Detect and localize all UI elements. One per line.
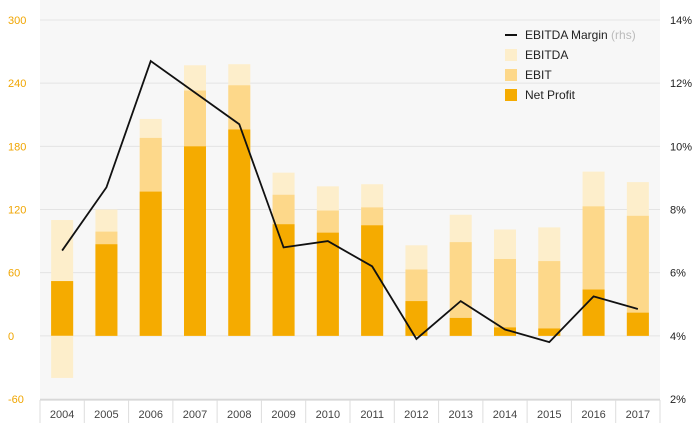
bar-net-profit [51,281,74,336]
x-axis: 2004 2005 2006 2007 2008 2009 2010 2011 2012 2013… [39,400,661,423]
legend-swatch [505,49,517,61]
legend-label: EBITDA Margin (rhs) [525,28,636,42]
left-axis: 300 240 180 120 60 0 -60 [8,15,26,406]
legend-label: EBITDA [525,48,568,62]
bar-ebit [494,258,516,336]
x-tick-label: 2004 [50,409,74,421]
x-tick-label: 2006 [138,409,162,421]
right-tick-label: 10% [670,141,692,153]
legend-label-text: EBIT [525,68,552,82]
margin-line-group [61,59,639,344]
x-tick-label: 2016 [581,409,605,421]
left-tick-label: 300 [8,15,26,27]
bars-group [51,64,649,378]
bar-ebit [538,261,561,336]
legend-swatch [505,69,517,81]
x-tick-label: 2005 [94,409,118,421]
right-tick-label: 2% [670,394,686,406]
legend: EBITDA Margin (rhs) EBITDA EBIT Net Profit [505,28,636,102]
legend-label: EBIT [525,68,552,82]
legend-label-suffix: (rhs) [608,28,636,42]
right-axis: 14% 12% 10% 8% 6% 4% 2% [670,15,692,406]
left-tick-label: 240 [8,78,26,90]
bar-net-profit [95,244,118,336]
x-tick-label: 2013 [448,409,472,421]
left-tick-label: -60 [8,394,24,406]
right-tick-label: 8% [670,205,686,217]
bar-ebit [449,242,472,336]
right-tick-label: 4% [670,331,686,343]
legend-label-text: Net Profit [525,88,576,102]
x-tick-label: 2009 [271,409,295,421]
left-tick-label: 180 [8,141,26,153]
bar-net-profit [538,328,561,336]
x-tick-label: 2008 [227,409,251,421]
bar-net-profit [361,225,384,336]
legend-label-text: EBITDA [525,48,568,62]
legend-label-text: EBITDA Margin [525,28,608,42]
left-tick-label: 120 [8,205,26,217]
legend-swatch [505,89,517,101]
bar-ebit [626,215,649,336]
bar-net-profit [449,317,472,336]
bar-net-profit [272,224,295,336]
bar-net-profit [184,146,206,336]
right-tick-label: 12% [670,78,692,90]
x-tick-label: 2017 [626,409,650,421]
bar-net-profit-negative [51,335,74,378]
legend-label: Net Profit [525,88,576,102]
bar-net-profit [626,312,649,336]
x-tick-label: 2015 [537,409,561,421]
x-tick-label: 2007 [183,409,207,421]
right-tick-label: 6% [670,268,686,280]
left-tick-label: 0 [8,331,14,343]
x-tick-label: 2014 [493,409,517,421]
left-tick-label: 60 [8,268,20,280]
x-tick-label: 2011 [360,409,384,421]
ebitda-margin-line [61,59,639,344]
x-tick-label: 2012 [404,409,428,421]
bar-net-profit [228,129,251,336]
right-tick-label: 14% [670,15,692,27]
bar-net-profit [316,232,339,336]
x-tick-label: 2010 [316,409,340,421]
bar-net-profit [405,301,428,336]
bar-net-profit [494,327,516,336]
bar-net-profit [139,191,162,336]
